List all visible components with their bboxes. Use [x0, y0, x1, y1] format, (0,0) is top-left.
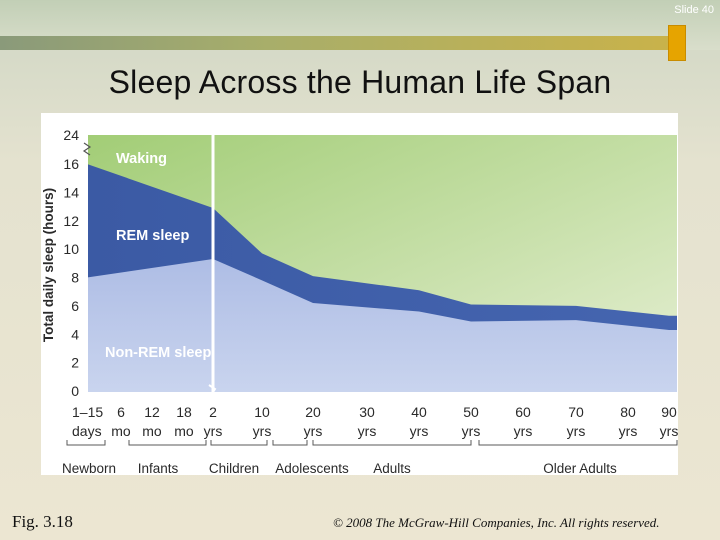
y-axis-title: Total daily sleep (hours): [41, 188, 56, 342]
y-tick-label: 4: [71, 326, 79, 342]
slide-title: Sleep Across the Human Life Span: [108, 64, 612, 100]
x-tick-unit: yrs: [358, 423, 377, 439]
series-label: Waking: [116, 151, 167, 167]
group-bracket: [312, 440, 472, 446]
x-tick-label: 2: [209, 404, 217, 420]
x-tick-label: 90: [661, 404, 677, 420]
x-tick-label: 50: [463, 404, 479, 420]
x-tick-label: 10: [254, 404, 270, 420]
x-tick-unit: yrs: [619, 423, 638, 439]
figure-label: Fig. 3.18: [12, 512, 73, 531]
y-tick-label: 6: [71, 298, 79, 314]
y-tick-label: 0: [71, 383, 79, 399]
age-group-label: Adolescents: [275, 461, 349, 475]
x-tick-unit: yrs: [304, 423, 323, 439]
x-tick-label: 40: [411, 404, 427, 420]
x-tick-unit: yrs: [253, 423, 272, 439]
nonrem-sleep-area: [87, 259, 677, 392]
series-label: Non-REM sleep: [105, 345, 211, 361]
x-tick-unit: yrs: [410, 423, 429, 439]
group-bracket: [66, 440, 106, 446]
x-tick-unit: mo: [142, 423, 162, 439]
copyright-text: © 2008 The McGraw-Hill Companies, Inc. A…: [333, 515, 660, 530]
y-axis-break-marker: [82, 142, 92, 156]
x-tick-unit: yrs: [660, 423, 678, 439]
x-tick-label: 1–15: [72, 404, 103, 420]
x-tick-label: 12: [144, 404, 160, 420]
x-tick-label: 60: [515, 404, 531, 420]
y-tick-label: 2: [71, 355, 79, 371]
axis-break-zigzag: [208, 384, 218, 400]
group-bracket: [478, 440, 678, 446]
x-tick-label: 30: [359, 404, 375, 420]
x-tick-label: 6: [117, 404, 125, 420]
y-tick-label: 10: [63, 241, 79, 257]
x-tick-label: 80: [620, 404, 636, 420]
group-bracket: [272, 440, 308, 446]
age-group-label: Adults: [373, 461, 411, 475]
group-bracket: [210, 440, 268, 446]
slide-number: Slide 40: [674, 4, 714, 16]
age-group-label: Older Adults: [543, 461, 617, 475]
series-label: REM sleep: [116, 228, 189, 244]
y-tick-label: 8: [71, 270, 79, 286]
age-group-label: Newborn: [62, 461, 116, 475]
x-tick-unit: days: [72, 423, 102, 439]
x-tick-unit: yrs: [567, 423, 586, 439]
x-tick-unit: mo: [174, 423, 194, 439]
y-tick-label: 12: [63, 213, 79, 229]
y-tick-label: 14: [63, 184, 79, 200]
x-tick-label: 70: [568, 404, 584, 420]
header-accent: [668, 25, 686, 61]
y-tick-label: 16: [63, 156, 79, 172]
age-group-label: Infants: [138, 461, 179, 475]
x-tick-unit: yrs: [204, 423, 223, 439]
y-tick-label: 24: [63, 127, 79, 143]
x-tick-label: 20: [305, 404, 321, 420]
x-tick-unit: mo: [111, 423, 131, 439]
sleep-chart: 0 2 4 6 8 10 12 14 16 24 Total daily sleep (hours)…: [41, 113, 678, 475]
group-bracket: [128, 440, 207, 446]
x-tick-unit: yrs: [514, 423, 533, 439]
age-group-label: Children: [209, 461, 259, 475]
x-tick-unit: yrs: [462, 423, 481, 439]
x-tick-label: 18: [176, 404, 192, 420]
header-stripe: [0, 36, 672, 50]
